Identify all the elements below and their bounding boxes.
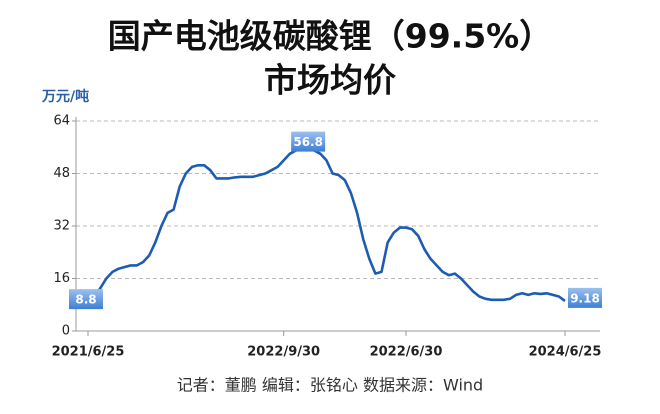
y-tick-label: 48 [53,166,70,181]
x-tick-label: 2021/6/25 [52,345,125,360]
y-tick-label: 64 [53,114,70,129]
x-tick-label: 2024/6/25 [529,345,602,360]
label-box [568,287,602,308]
data-label: 9.18 [570,291,600,305]
data-label: 56.8 [293,135,323,149]
label-box [69,289,103,310]
data-label: 8.8 [75,293,96,307]
line [87,143,566,304]
chart-title: 国产电池级碳酸锂（99.5%） [108,17,553,56]
y-axis-label: 万元/吨 [41,88,89,105]
y-tick-label: 32 [53,219,70,234]
label-box [291,131,326,152]
x-tick-label: 2022/6/30 [370,345,443,360]
chart-title: 市场均价 [264,61,396,100]
x-tick-label: 2022/9/30 [247,345,320,360]
source-note: 记者：董鹏 编辑：张铭心 数据来源：Wind [177,376,483,395]
y-tick-label: 0 [62,324,70,339]
y-tick-label: 16 [53,271,70,286]
